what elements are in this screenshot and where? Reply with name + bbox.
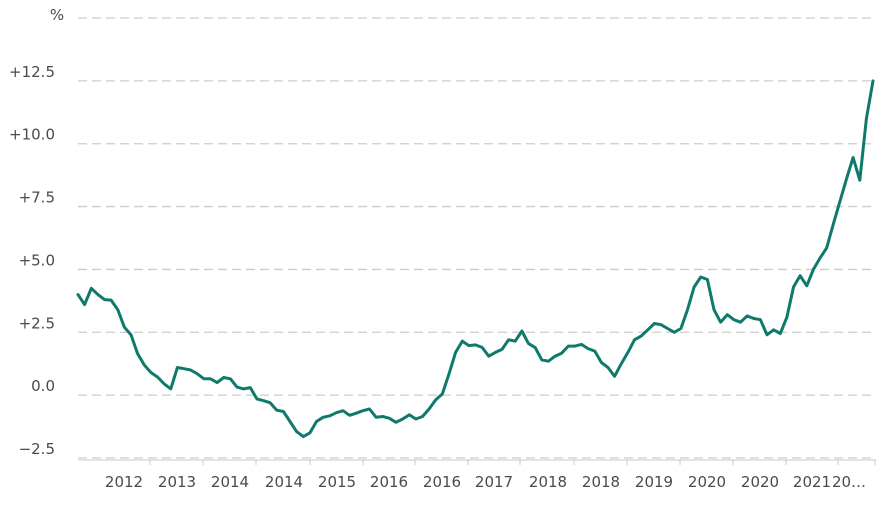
x-tick-label: 2018 [529,473,567,491]
y-tick-label: +2.5 [19,314,55,332]
y-tick-label: +7.5 [19,189,55,207]
x-tick-label: 2013 [158,473,196,491]
y-tick-label: −2.5 [19,440,55,458]
y-tick-label: 0.0 [31,377,55,395]
x-tick-label: 2015 [318,473,356,491]
x-tick-label: 2020 [688,473,726,491]
x-tick-label: 2014 [265,473,303,491]
x-tick-label: 2012 [105,473,143,491]
y-tick-label: +10.0 [9,126,55,144]
x-tick-label: 2021 [793,473,831,491]
y-axis: % +12.5 +10.0 +7.5 +5.0 +2.5 0.0 −2.5 [9,6,64,458]
series-line [76,79,875,439]
x-axis: 2012 2013 2014 2014 2015 2016 2016 2017 2018 2018… [78,459,876,491]
y-tick-label: +5.0 [19,251,55,269]
x-tick-label: 2016 [423,473,461,491]
series-layer [76,79,875,439]
y-tick-label: +12.5 [9,63,55,81]
x-tick-label: 2014 [211,473,249,491]
y-axis-unit-label: % [50,6,64,24]
grid-lines [78,17,876,459]
x-tick-label: 2018 [582,473,620,491]
x-tick-label: 2020 [741,473,779,491]
x-tick-label: 2016 [370,473,408,491]
x-tick-label: 2019 [635,473,673,491]
x-tick-label: 2017 [475,473,513,491]
x-tick-label: 20… [832,473,866,491]
